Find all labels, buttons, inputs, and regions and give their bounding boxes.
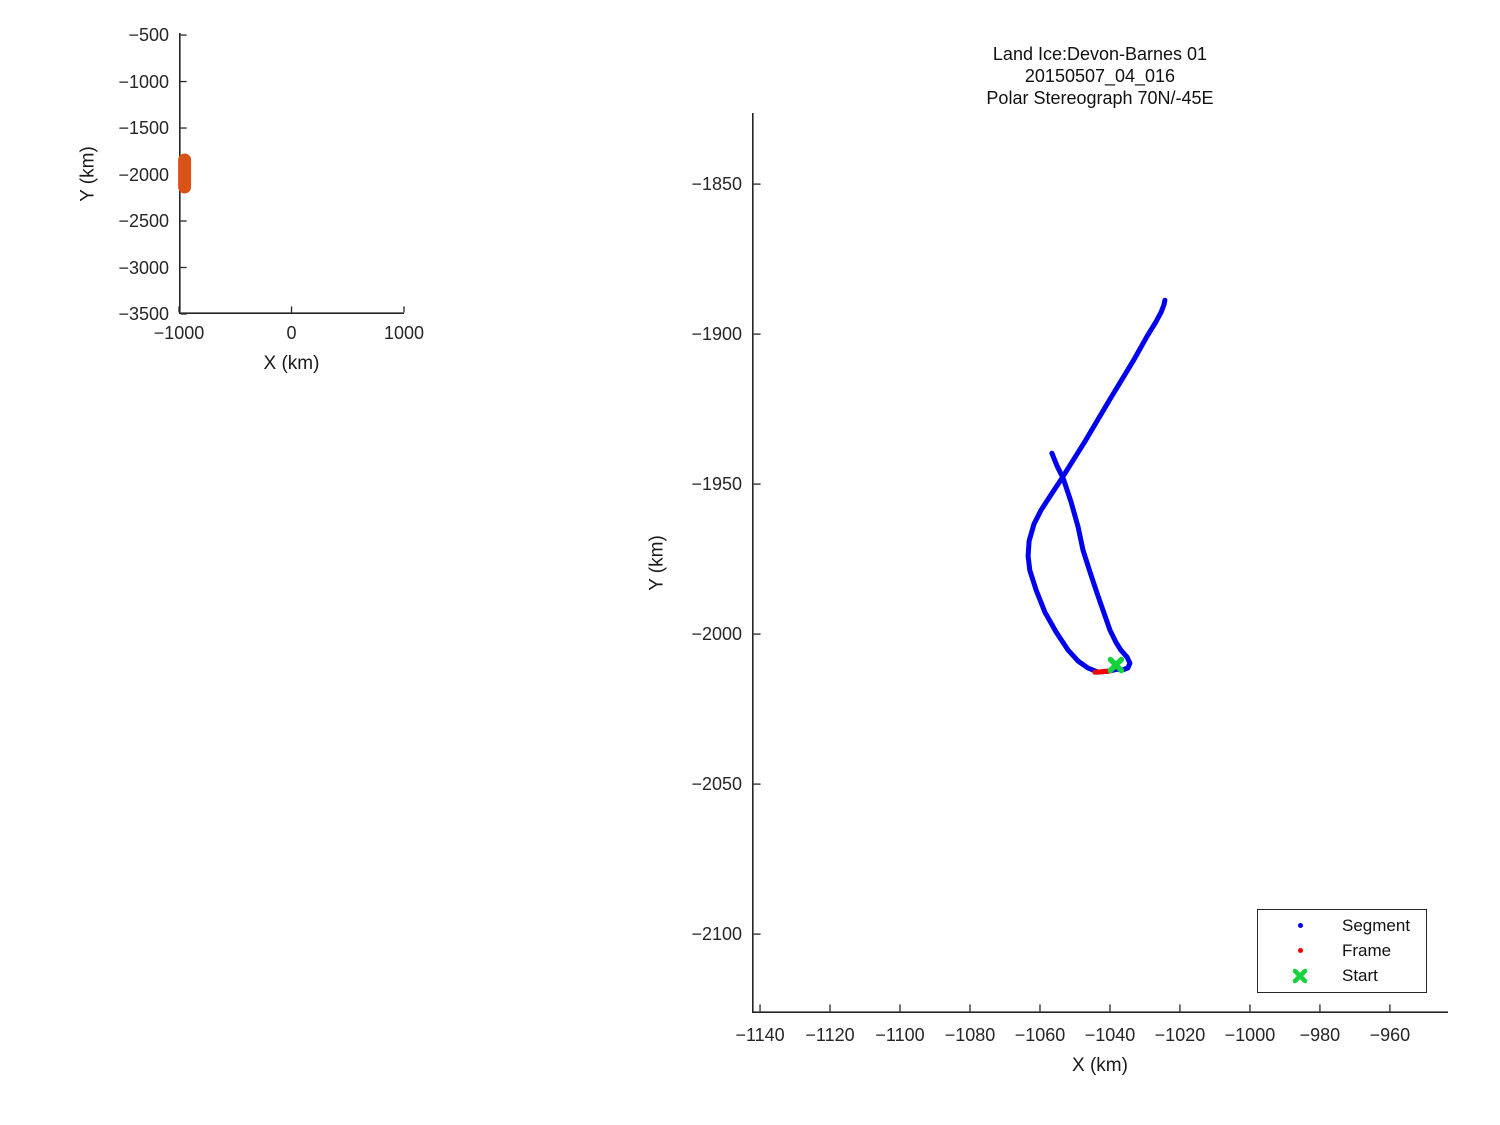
x-tick-label: −1020 [1154,1025,1206,1045]
x-tick-label: −1140 [735,1025,785,1045]
y-tick-label: −1900 [691,324,742,345]
y-tick-label: −1500 [118,118,169,139]
y-tick-label: −500 [128,25,169,46]
y-tick-label: −2100 [691,924,742,945]
plot-title: Land Ice:Devon-Barnes 01 20150507_04_016… [752,43,1448,109]
x-tick-label: −1080 [944,1025,996,1045]
legend-label-segment: Segment [1342,915,1411,935]
y-tick-label: −2500 [118,211,169,231]
title-line-2: 20150507_04_016 [1024,66,1176,86]
x-tick-label: 1000 [383,323,425,343]
x-tick-label: −1060 [1014,1025,1066,1045]
x-tick-label: −1000 [1224,1025,1276,1045]
legend: Segment Frame Start [1257,909,1427,993]
x-tick-label: −1040 [1084,1025,1136,1045]
frame-dot-icon [1258,948,1342,954]
segment-dot-icon [1258,923,1342,929]
title-line-1: Land Ice:Devon-Barnes 01 [992,44,1208,64]
start-x-icon [1258,966,1342,986]
legend-item-start: Start [1258,964,1426,989]
y-axis-label: Y (km) [77,145,99,202]
legend-item-segment: Segment [1258,913,1426,938]
y-tick-label: −1850 [691,174,742,195]
overview-axes-spines [179,33,404,314]
y-tick-label: −2050 [691,774,742,795]
start-marker [1107,656,1125,674]
x-axis-label: X (km) [1072,1055,1128,1076]
x-tick-label: −960 [1369,1025,1411,1045]
x-tick-label: −1100 [875,1025,925,1045]
x-tick-label: −980 [1299,1025,1341,1045]
x-axis-label: X (km) [263,353,320,374]
y-tick-label: −3500 [118,304,169,324]
segment-line [1025,297,1168,675]
y-tick-label: −3000 [118,257,169,278]
main-plot-svg [752,113,1448,1013]
x-tick-label: −1000 [153,323,205,343]
legend-label-frame: Frame [1342,940,1392,960]
y-tick-label: −1000 [118,71,169,92]
frame-line [1092,668,1113,675]
y-tick-label: −1950 [691,474,742,495]
legend-label-start: Start [1342,966,1378,986]
overview-plot-svg [178,33,405,315]
title-line-3: Polar Stereograph 70N/-45E [986,88,1214,108]
x-tick-label: 0 [286,323,297,343]
y-tick-label: −2000 [118,164,169,185]
y-tick-label: −2000 [691,624,742,645]
x-tick-label: −1120 [805,1025,855,1045]
main-axes-spines [752,113,1448,1013]
y-axis-label: Y (km) [646,535,668,591]
legend-item-frame: Frame [1258,938,1426,963]
